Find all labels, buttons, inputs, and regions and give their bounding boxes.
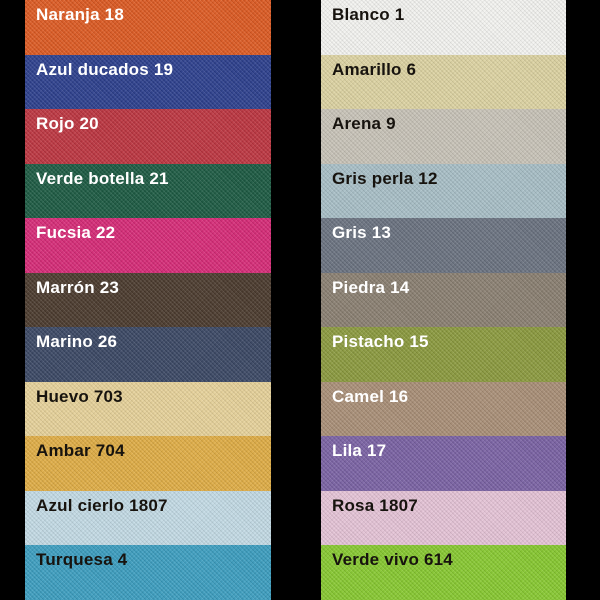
swatch-label: Arena 9 [332, 114, 396, 134]
swatch-label: Huevo 703 [36, 386, 123, 406]
swatch-label: Piedra 14 [332, 277, 410, 297]
swatch-lila-17: Lila 17 [321, 436, 566, 491]
swatch-label: Fucsia 22 [36, 223, 116, 243]
swatch-piedra-14: Piedra 14 [321, 272, 566, 328]
swatch-gris-13: Gris 13 [321, 218, 566, 273]
swatch-amarillo-6: Amarillo 6 [321, 54, 566, 110]
swatch-label: Camel 16 [332, 386, 409, 406]
swatch-fucsia-22: Fucsia 22 [25, 218, 271, 273]
swatch-label: Naranja 18 [36, 5, 124, 24]
swatch-column-right: Blanco 1 Amarillo 6 Arena 9 Gris perla 12 Gr… [321, 0, 566, 600]
swatch-label: Blanco 1 [332, 5, 405, 24]
swatch-pistacho-15: Pistacho 15 [321, 327, 566, 382]
swatch-label: Marino 26 [36, 332, 118, 352]
swatch-azul-cierlo-1807: Azul cierlo 1807 [25, 490, 271, 546]
swatch-label: Gris 13 [332, 223, 392, 243]
swatch-label: Rosa 1807 [332, 495, 418, 515]
swatch-label: Verde vivo 614 [332, 550, 453, 570]
swatch-label: Lila 17 [332, 441, 387, 461]
swatch-verde-vivo-614: Verde vivo 614 [321, 545, 566, 600]
swatch-label: Gris perla 12 [332, 168, 438, 188]
swatch-arena-9: Arena 9 [321, 109, 566, 164]
swatch-verde-botella-21: Verde botella 21 [25, 163, 271, 219]
swatch-label: Amarillo 6 [332, 59, 417, 79]
swatch-blanco-1: Blanco 1 [321, 0, 566, 55]
swatch-label: Azul ducados 19 [36, 59, 174, 79]
swatch-azul-ducados-19: Azul ducados 19 [25, 54, 271, 110]
swatch-label: Rojo 20 [36, 114, 99, 134]
swatch-label: Turquesa 4 [36, 550, 128, 570]
swatch-camel-16: Camel 16 [321, 381, 566, 437]
swatch-label: Azul cierlo 1807 [36, 495, 168, 515]
swatch-column-left: Naranja 18 Azul ducados 19 Rojo 20 Verde bo… [25, 0, 271, 600]
swatch-rosa-1807: Rosa 1807 [321, 490, 566, 546]
swatch-huevo-703: Huevo 703 [25, 381, 271, 437]
swatch-turquesa-4: Turquesa 4 [25, 545, 271, 600]
swatch-ambar-704: Ambar 704 [25, 436, 271, 491]
swatch-label: Verde botella 21 [36, 168, 169, 188]
swatch-label: Ambar 704 [36, 441, 125, 461]
swatch-marino-26: Marino 26 [25, 327, 271, 382]
swatch-naranja-18: Naranja 18 [25, 0, 271, 55]
swatch-rojo-20: Rojo 20 [25, 109, 271, 164]
swatch-gris-perla-12: Gris perla 12 [321, 163, 566, 219]
swatch-label: Pistacho 15 [332, 332, 429, 352]
swatch-label: Marrón 23 [36, 277, 120, 297]
swatch-marron-23: Marrón 23 [25, 272, 271, 328]
